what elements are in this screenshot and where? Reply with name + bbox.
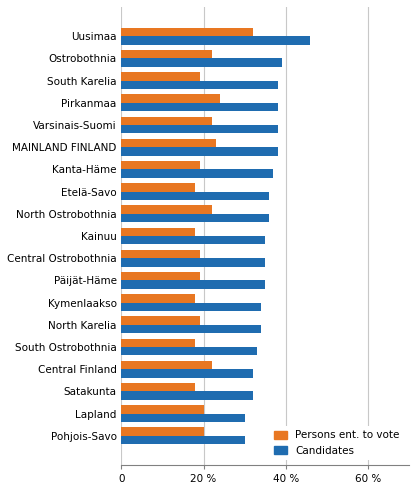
Bar [121,227,196,236]
Bar [121,272,200,280]
Bar [121,338,196,347]
Bar [121,316,200,325]
Bar [121,125,277,134]
Bar [121,205,212,214]
Bar [121,161,200,169]
Bar [121,116,212,125]
Bar [121,50,212,58]
Bar [121,369,253,378]
Bar [121,103,277,111]
Bar [121,139,216,147]
Bar [121,214,269,222]
Bar [121,294,196,302]
Bar [121,191,269,200]
Bar [121,72,200,81]
Bar [121,325,261,333]
Bar [121,383,196,391]
Bar [121,361,212,369]
Bar [121,250,200,258]
Bar [121,58,282,67]
Bar [121,436,245,444]
Bar [121,413,245,422]
Bar [121,427,203,436]
Bar [121,405,203,413]
Bar [121,36,310,45]
Bar [121,169,273,178]
Bar [121,236,265,245]
Bar [121,147,277,156]
Bar [121,302,261,311]
Bar [121,258,265,267]
Bar [121,183,196,191]
Bar [121,347,257,355]
Bar [121,94,220,103]
Legend: Persons ent. to vote, Candidates: Persons ent. to vote, Candidates [270,426,404,460]
Bar [121,391,253,400]
Bar [121,28,253,36]
Bar [121,280,265,289]
Bar [121,81,277,89]
